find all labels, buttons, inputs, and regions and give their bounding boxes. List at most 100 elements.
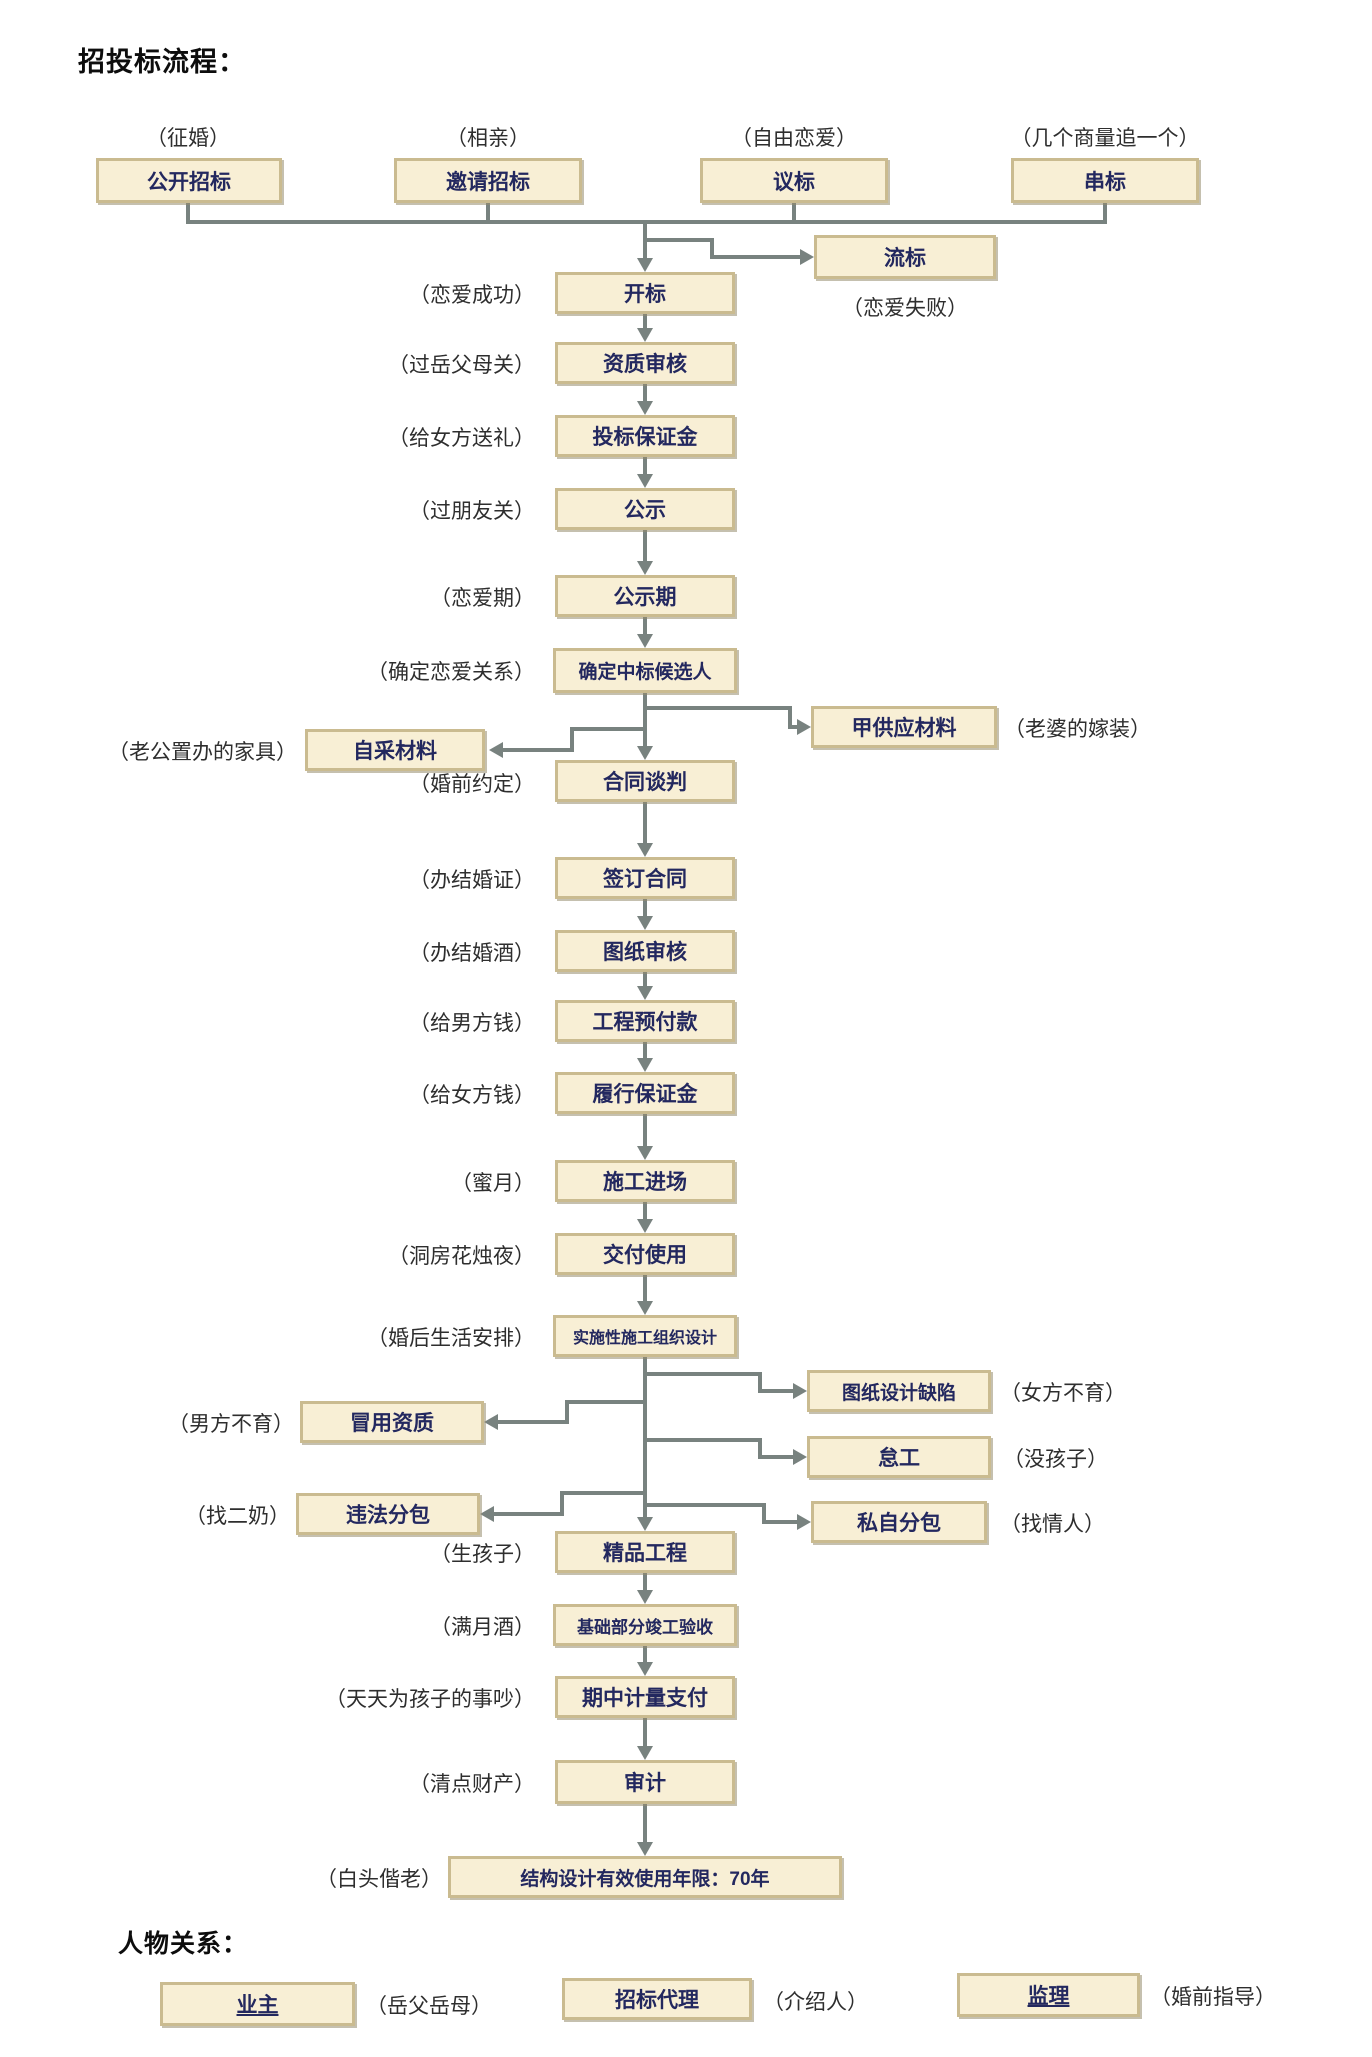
node-bid-opening: 开标	[555, 272, 735, 314]
node-construction-org-design: 实施性施工组织设计	[553, 1315, 737, 1357]
node-owner-supplied-materials: 甲供应材料	[811, 706, 997, 748]
top-bus-line	[186, 203, 1107, 224]
note-wife-dowry: （老婆的嫁装）	[1004, 718, 1151, 741]
note-bride-infertile: （女方不育）	[1000, 1382, 1126, 1405]
node-failed-bid: 流标	[814, 235, 996, 279]
arrow-left-icon	[489, 742, 503, 758]
arrow-down-icon	[637, 1219, 653, 1233]
arrow-down-icon	[637, 1146, 653, 1160]
arrow-left-icon	[480, 1506, 494, 1522]
note-blind-date: （相亲）	[446, 127, 530, 150]
node-bid-bond: 投标保证金	[555, 415, 735, 457]
node-fraudulent-qualification: 冒用资质	[300, 1401, 484, 1443]
node-invited-tender: 邀请招标	[394, 158, 582, 203]
arrow-down-icon	[637, 1301, 653, 1315]
arrow-down-icon	[637, 1058, 653, 1072]
note-premarital-guidance: （婚前指导）	[1150, 1986, 1276, 2009]
note-marriage-certificate: （办结婚证）	[409, 869, 535, 892]
note-seek-marriage: （征婚）	[146, 127, 230, 150]
node-quality-project: 精品工程	[555, 1531, 735, 1573]
arrow-down-icon	[637, 916, 653, 930]
node-contract-negotiation: 合同谈判	[555, 760, 735, 802]
arrow-right-icon	[797, 719, 811, 735]
people-section-title: 人物关系：	[118, 1930, 249, 1958]
arrow-down-icon	[637, 401, 653, 415]
node-bidding-agent: 招标代理	[562, 1978, 752, 2020]
node-delivery-for-use: 交付使用	[555, 1233, 735, 1275]
note-prenuptial-agreement: （婚前约定）	[409, 773, 535, 796]
arrow-down-icon	[637, 1662, 653, 1676]
note-dating-period: （恋爱期）	[430, 587, 535, 610]
node-self-purchased-materials: 自采材料	[305, 729, 485, 771]
node-winning-candidate: 确定中标候选人	[553, 648, 737, 693]
node-publicity: 公示	[555, 488, 735, 530]
node-audit: 审计	[555, 1760, 735, 1804]
note-free-love: （自由恋爱）	[731, 127, 857, 150]
note-keep-mistress: （找二奶）	[185, 1505, 290, 1528]
arrow-right-icon	[797, 1514, 811, 1530]
note-have-baby: （生孩子）	[430, 1543, 535, 1566]
note-gifts-to-bride: （给女方送礼）	[388, 427, 535, 450]
arrow-right-icon	[793, 1449, 807, 1465]
note-love-success: （恋爱成功）	[409, 284, 535, 307]
note-love-failed: （恋爱失败）	[842, 297, 968, 320]
arrow-down-icon	[637, 258, 653, 272]
note-wedding-banquet: （办结婚酒）	[409, 942, 535, 965]
note-money-to-bride: （给女方钱）	[409, 1084, 535, 1107]
note-groom-infertile: （男方不育）	[168, 1413, 294, 1436]
note-grow-old-together: （白头偕老）	[316, 1868, 442, 1891]
note-matchmaker: （介绍人）	[763, 1991, 868, 2014]
arrow-right-icon	[793, 1383, 807, 1399]
node-private-subcontract: 私自分包	[811, 1501, 987, 1543]
node-construction-entry: 施工进场	[555, 1160, 735, 1202]
note-no-children: （没孩子）	[1003, 1448, 1108, 1471]
arrow-down-icon	[637, 986, 653, 1000]
note-friends-test: （过朋友关）	[409, 500, 535, 523]
node-design-service-life: 结构设计有效使用年限：70年	[448, 1856, 842, 1898]
node-drawing-review: 图纸审核	[555, 930, 735, 972]
node-foundation-acceptance: 基础部分竣工验收	[553, 1604, 737, 1646]
node-interim-payment: 期中计量支付	[555, 1676, 735, 1718]
arrow-down-icon	[637, 561, 653, 575]
note-husband-furniture: （老公置办的家具）	[108, 741, 297, 764]
arrow-down-icon	[637, 843, 653, 857]
note-several-chase: （几个商量追一个）	[1010, 127, 1200, 150]
node-supervisor: 监理	[957, 1973, 1140, 2017]
node-negotiated-bid: 议标	[700, 158, 888, 203]
node-publicity-period: 公示期	[555, 575, 735, 617]
node-drawing-design-defect: 图纸设计缺陷	[807, 1370, 991, 1412]
note-wedding-night: （洞房花烛夜）	[388, 1245, 535, 1268]
node-collusive-bid: 串标	[1011, 158, 1199, 203]
note-money-to-groom: （给男方钱）	[409, 1012, 535, 1035]
arrow-down-icon	[637, 1746, 653, 1760]
node-sign-contract: 签订合同	[555, 857, 735, 899]
note-quarrel-over-kids: （天天为孩子的事吵）	[325, 1688, 535, 1711]
arrow-right-icon	[800, 249, 814, 265]
arrow-down-icon	[637, 474, 653, 488]
node-qualification-review: 资质审核	[555, 342, 735, 384]
arrow-down-icon	[637, 746, 653, 760]
note-inlaws-test: （过岳父母关）	[388, 354, 535, 377]
node-open-tender: 公开招标	[96, 158, 282, 203]
note-count-property: （清点财产）	[409, 1773, 535, 1796]
arrow-down-icon	[637, 1517, 653, 1531]
note-confirm-relationship: （确定恋爱关系）	[367, 661, 535, 684]
node-slack-work: 怠工	[807, 1436, 991, 1478]
page-title: 招投标流程：	[78, 47, 246, 77]
note-married-life-plan: （婚后生活安排）	[367, 1327, 535, 1350]
arrow-down-icon	[637, 634, 653, 648]
node-illegal-subcontract: 违法分包	[296, 1493, 480, 1535]
note-find-lover: （找情人）	[1000, 1513, 1105, 1536]
note-full-month-feast: （满月酒）	[430, 1616, 535, 1639]
arrow-down-icon	[637, 328, 653, 342]
note-parents-in-law: （岳父岳母）	[366, 1995, 492, 2018]
note-honeymoon: （蜜月）	[451, 1172, 535, 1195]
arrow-left-icon	[484, 1414, 498, 1430]
arrow-down-icon	[637, 1842, 653, 1856]
node-owner: 业主	[160, 1982, 355, 2026]
node-performance-bond: 履行保证金	[555, 1072, 735, 1114]
node-project-prepayment: 工程预付款	[555, 1000, 735, 1042]
arrow-down-icon	[637, 1590, 653, 1604]
